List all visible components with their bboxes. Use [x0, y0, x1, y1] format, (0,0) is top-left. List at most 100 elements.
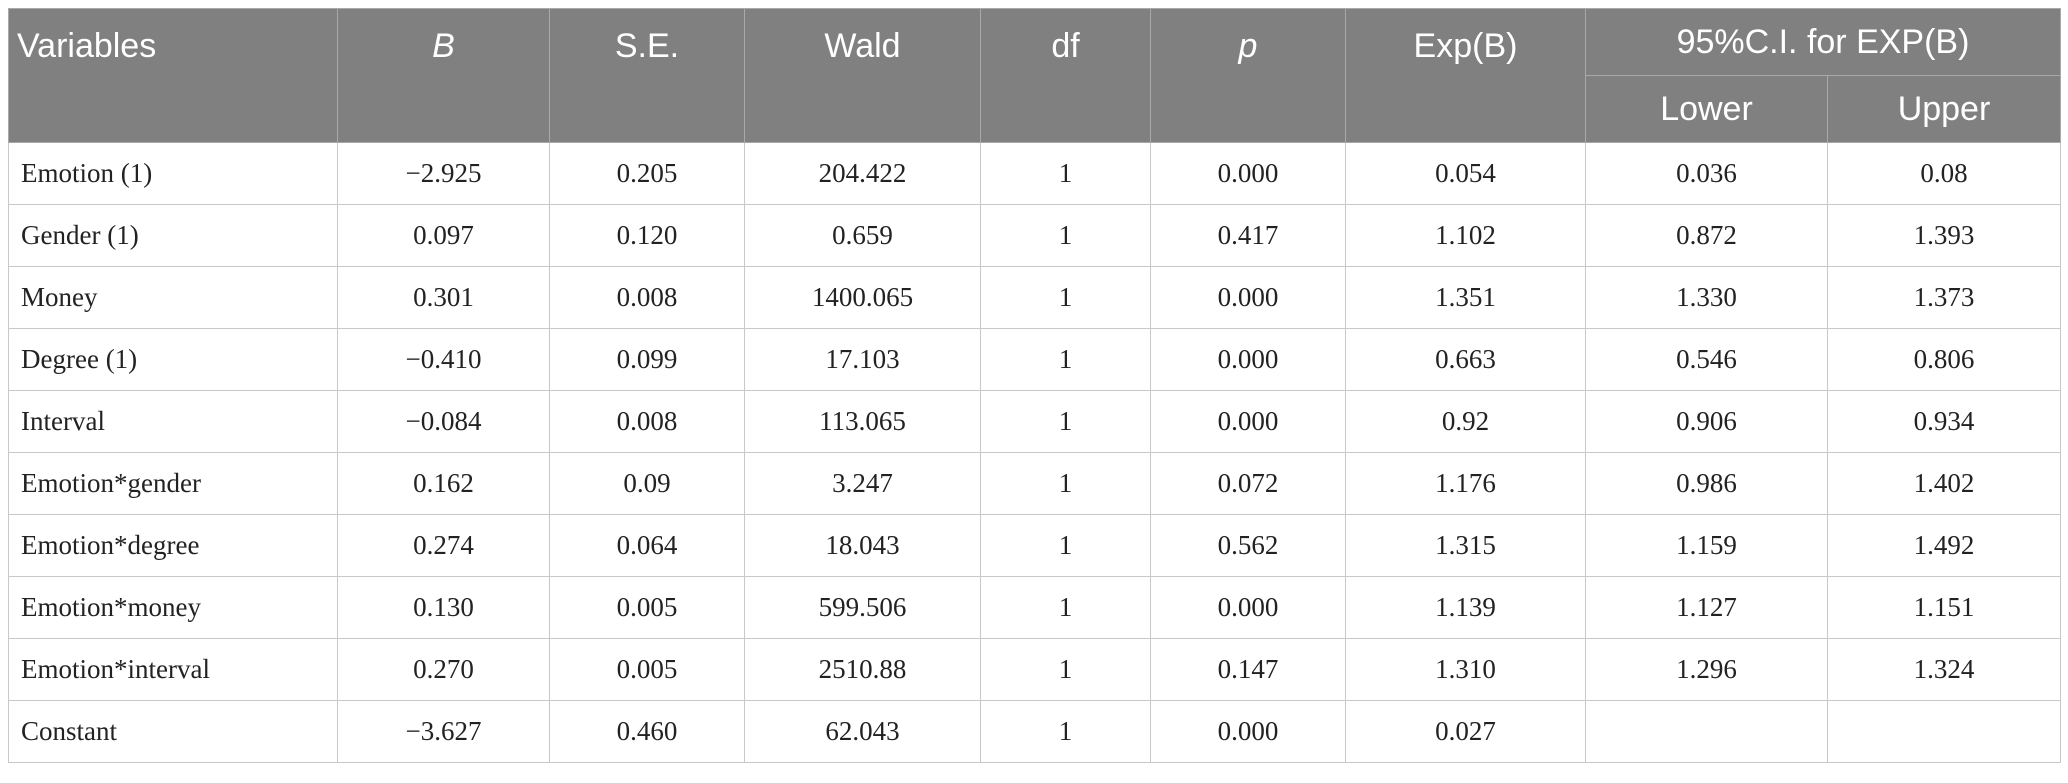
b-cell: −0.084	[337, 390, 550, 453]
header-se: S.E.	[549, 8, 745, 143]
b-cell: 0.270	[337, 638, 550, 701]
b-cell: 0.162	[337, 452, 550, 515]
p-cell: 0.562	[1150, 514, 1346, 577]
p-cell: 0.072	[1150, 452, 1346, 515]
expb-cell: 1.102	[1345, 204, 1586, 267]
se-cell: 0.008	[549, 266, 745, 329]
ci-lower-cell: 1.330	[1585, 266, 1828, 329]
header-df: df	[980, 8, 1151, 143]
expb-cell: 0.054	[1345, 142, 1586, 205]
df-cell: 1	[980, 576, 1151, 639]
df-cell: 1	[980, 700, 1151, 763]
table-body: Emotion (1) −2.925 0.205 204.422 1 0.000 0.054…	[8, 142, 2061, 763]
ci-upper-cell: 0.08	[1827, 142, 2061, 205]
table-row: Money 0.301 0.008 1400.065 1 0.000 1.351 1.330 1…	[8, 266, 2061, 329]
table-row: Interval −0.084 0.008 113.065 1 0.000 0.92 0.90…	[8, 390, 2061, 453]
ci-upper-cell: 1.151	[1827, 576, 2061, 639]
b-cell: −3.627	[337, 700, 550, 763]
expb-cell: 1.310	[1345, 638, 1586, 701]
b-cell: −2.925	[337, 142, 550, 205]
se-cell: 0.005	[549, 638, 745, 701]
variable-cell: Constant	[8, 700, 338, 763]
variable-cell: Emotion*money	[8, 576, 338, 639]
variable-cell: Emotion (1)	[8, 142, 338, 205]
df-cell: 1	[980, 390, 1151, 453]
se-cell: 0.099	[549, 328, 745, 391]
ci-lower-cell: 1.127	[1585, 576, 1828, 639]
table-row: Constant −3.627 0.460 62.043 1 0.000 0.027	[8, 700, 2061, 763]
se-cell: 0.005	[549, 576, 745, 639]
regression-table: Variables B S.E. Wald df p Exp(B) 95%C.I…	[8, 8, 2061, 763]
ci-upper-cell	[1827, 700, 2061, 763]
ci-upper-cell: 1.324	[1827, 638, 2061, 701]
ci-upper-cell: 0.806	[1827, 328, 2061, 391]
b-cell: 0.097	[337, 204, 550, 267]
wald-cell: 0.659	[744, 204, 981, 267]
table-row: Emotion*money 0.130 0.005 599.506 1 0.000 1.13…	[8, 576, 2061, 639]
p-cell: 0.000	[1150, 142, 1346, 205]
expb-cell: 1.176	[1345, 452, 1586, 515]
b-cell: 0.274	[337, 514, 550, 577]
header-wald: Wald	[744, 8, 981, 143]
variable-cell: Gender (1)	[8, 204, 338, 267]
df-cell: 1	[980, 328, 1151, 391]
ci-lower-cell	[1585, 700, 1828, 763]
df-cell: 1	[980, 142, 1151, 205]
wald-cell: 2510.88	[744, 638, 981, 701]
se-cell: 0.120	[549, 204, 745, 267]
expb-cell: 1.139	[1345, 576, 1586, 639]
wald-cell: 62.043	[744, 700, 981, 763]
b-cell: 0.301	[337, 266, 550, 329]
table-row: Emotion*degree 0.274 0.064 18.043 1 0.562 1.31…	[8, 514, 2061, 577]
se-cell: 0.205	[549, 142, 745, 205]
ci-lower-cell: 0.872	[1585, 204, 1828, 267]
header-variables: Variables	[8, 8, 338, 143]
ci-lower-cell: 1.159	[1585, 514, 1828, 577]
expb-cell: 0.663	[1345, 328, 1586, 391]
variable-cell: Emotion*degree	[8, 514, 338, 577]
expb-cell: 0.92	[1345, 390, 1586, 453]
se-cell: 0.008	[549, 390, 745, 453]
header-ci-upper: Upper	[1827, 75, 2061, 143]
header-ci: 95%C.I. for EXP(B)	[1585, 8, 2061, 76]
wald-cell: 204.422	[744, 142, 981, 205]
p-cell: 0.000	[1150, 390, 1346, 453]
variable-cell: Degree (1)	[8, 328, 338, 391]
se-cell: 0.09	[549, 452, 745, 515]
table-row: Gender (1) 0.097 0.120 0.659 1 0.417 1.102 0.87…	[8, 204, 2061, 267]
table-row: Emotion*gender 0.162 0.09 3.247 1 0.072 1.176 0…	[8, 452, 2061, 515]
wald-cell: 18.043	[744, 514, 981, 577]
p-cell: 0.417	[1150, 204, 1346, 267]
variable-cell: Interval	[8, 390, 338, 453]
ci-upper-cell: 1.393	[1827, 204, 2061, 267]
header-p: p	[1150, 8, 1346, 143]
ci-lower-cell: 0.906	[1585, 390, 1828, 453]
wald-cell: 113.065	[744, 390, 981, 453]
df-cell: 1	[980, 514, 1151, 577]
df-cell: 1	[980, 452, 1151, 515]
ci-upper-cell: 0.934	[1827, 390, 2061, 453]
table-row: Emotion (1) −2.925 0.205 204.422 1 0.000 0.054…	[8, 142, 2061, 205]
ci-lower-cell: 0.546	[1585, 328, 1828, 391]
wald-cell: 17.103	[744, 328, 981, 391]
table-row: Degree (1) −0.410 0.099 17.103 1 0.000 0.663 0.…	[8, 328, 2061, 391]
wald-cell: 1400.065	[744, 266, 981, 329]
ci-upper-cell: 1.402	[1827, 452, 2061, 515]
ci-lower-cell: 0.036	[1585, 142, 1828, 205]
ci-upper-cell: 1.373	[1827, 266, 2061, 329]
p-cell: 0.000	[1150, 576, 1346, 639]
b-cell: −0.410	[337, 328, 550, 391]
expb-cell: 1.315	[1345, 514, 1586, 577]
se-cell: 0.460	[549, 700, 745, 763]
expb-cell: 1.351	[1345, 266, 1586, 329]
wald-cell: 599.506	[744, 576, 981, 639]
variable-cell: Money	[8, 266, 338, 329]
p-cell: 0.000	[1150, 266, 1346, 329]
variable-cell: Emotion*gender	[8, 452, 338, 515]
ci-lower-cell: 0.986	[1585, 452, 1828, 515]
df-cell: 1	[980, 204, 1151, 267]
se-cell: 0.064	[549, 514, 745, 577]
p-cell: 0.000	[1150, 700, 1346, 763]
ci-upper-cell: 1.492	[1827, 514, 2061, 577]
expb-cell: 0.027	[1345, 700, 1586, 763]
